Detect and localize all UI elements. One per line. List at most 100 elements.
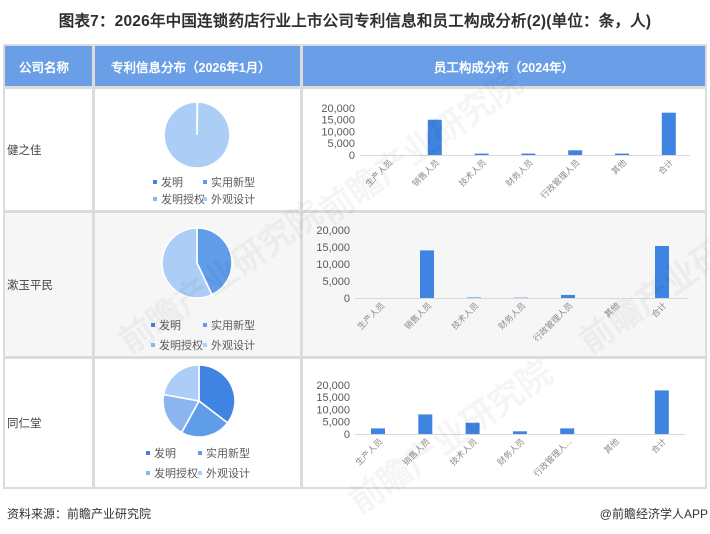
company-name: 同仁堂 (5, 359, 92, 487)
patent-pie-chart (162, 364, 236, 438)
bar-行政管理人员 (561, 294, 575, 298)
company-name: 健之佳 (5, 89, 92, 210)
company-name: 漱玉平民 (5, 213, 92, 356)
legend-marker-icon (146, 471, 150, 475)
bar-技术人员 (467, 297, 481, 298)
legend-label: 实用新型 (211, 177, 255, 189)
pie-slice-发明 (198, 364, 236, 425)
legend-label: 发明 (159, 320, 181, 332)
bar-生产人员 (371, 428, 385, 434)
y-tick-label: 20,000 (316, 225, 350, 237)
y-tick-label: 0 (344, 429, 350, 441)
legend-marker-icon (146, 451, 150, 455)
legend-item: 实用新型 (203, 317, 255, 333)
legend-item: 实用新型 (203, 174, 255, 190)
y-tick-label: 15,000 (321, 115, 355, 127)
legend-marker-icon (203, 343, 207, 347)
bar-财务人员 (512, 431, 527, 434)
bar-财务人员 (521, 153, 536, 155)
legend-marker-icon (153, 180, 157, 184)
x-tick-label: 合计 (649, 436, 668, 455)
legend-item: 发明授权 (151, 337, 203, 353)
bar-技术人员 (474, 153, 489, 155)
legend-label: 发明 (161, 177, 183, 189)
legend-item: 外观设计 (203, 337, 255, 353)
bar-合计 (661, 112, 676, 155)
legend-marker-icon (198, 471, 202, 475)
pie-slice-发明授权 (162, 393, 201, 434)
y-tick-label: 10,000 (321, 126, 355, 138)
legend-marker-icon (198, 451, 202, 455)
legend-label: 外观设计 (211, 194, 255, 206)
y-tick-label: 10,000 (316, 259, 350, 271)
patent-pie-chart (163, 101, 231, 169)
y-tick-label: 15,000 (316, 242, 350, 254)
y-tick-label: 20,000 (321, 103, 355, 115)
legend-item: 外观设计 (198, 465, 250, 481)
legend-label: 外观设计 (211, 340, 255, 352)
legend-label: 发明授权 (159, 340, 203, 352)
legend-marker-icon (151, 323, 155, 327)
x-tick-label: 财务人员 (495, 436, 526, 467)
pie-slice-实用新型 (196, 227, 233, 296)
x-tick-label: 其他 (602, 300, 621, 319)
patent-pie-cell: 发明 实用新型 发明授权 外观设计 (95, 213, 300, 356)
x-tick-label: 行政管理人... (531, 436, 573, 478)
x-tick-label: 生产人员 (353, 436, 384, 467)
bar-销售人员 (418, 414, 433, 434)
x-tick-label: 财务人员 (496, 300, 527, 331)
pie-slice-外观设计 (161, 227, 213, 299)
x-tick-label: 合计 (656, 157, 675, 176)
bar-合计 (655, 245, 669, 298)
x-tick-label: 技术人员 (448, 436, 479, 467)
legend-item: 实用新型 (198, 445, 250, 461)
x-tick-label: 生产人员 (355, 300, 386, 331)
y-tick-label: 5,000 (327, 138, 355, 150)
bar-技术人员 (465, 422, 480, 434)
legend-item: 发明 (146, 445, 176, 461)
patent-pie-chart (161, 227, 233, 299)
bar-行政管理人员 (560, 428, 575, 434)
pie-slice-外观设计 (162, 364, 200, 402)
patent-pie-cell: 发明 实用新型 发明授权 外观设计 (95, 359, 300, 487)
x-tick-label: 其他 (609, 157, 628, 176)
legend-label: 外观设计 (206, 468, 250, 480)
legend-item: 发明授权 (146, 465, 198, 481)
header-company: 公司名称 (5, 46, 92, 86)
x-tick-label: 生产人员 (363, 157, 394, 188)
legend-marker-icon (151, 343, 155, 347)
y-tick-label: 15,000 (316, 392, 350, 404)
x-tick-label: 销售人员 (402, 300, 433, 331)
x-tick-label: 技术人员 (457, 157, 488, 188)
header-employee: 员工构成分布（2024年） (303, 46, 705, 86)
bar-合计 (654, 390, 669, 434)
employee-bar-cell: 20,000 15,000 10,000 5,000 0 生产人员 销售人员 技术人员 财务人员… (303, 89, 705, 210)
x-tick-label: 其他 (602, 436, 621, 455)
y-tick-label: 5,000 (322, 276, 350, 288)
bar-其他 (615, 153, 629, 155)
legend-item: 发明 (153, 174, 183, 190)
patent-pie-cell: 发明 实用新型 发明授权 外观设计 (95, 89, 300, 210)
credit-note: @前瞻经济学人APP (599, 507, 708, 521)
legend-marker-icon (153, 197, 157, 201)
employee-bar-cell: 20,000 15,000 10,000 5,000 0 生产人员 销售人员 技术人员 财务人员… (303, 359, 705, 487)
bar-行政管理人员 (568, 150, 583, 155)
legend-item: 外观设计 (203, 191, 255, 207)
y-tick-label: 0 (344, 293, 350, 305)
employee-bar-cell: 20,000 15,000 10,000 5,000 0 生产人员 销售人员 技术人员 财务人员… (303, 213, 705, 356)
y-tick-label: 20,000 (316, 380, 350, 392)
source-note: 资料来源：前瞻产业研究院 (7, 507, 152, 521)
x-tick-label: 财务人员 (504, 157, 535, 188)
pie-slice-实用新型 (180, 399, 229, 438)
legend-label: 发明授权 (154, 468, 198, 480)
bar-销售人员 (420, 250, 434, 298)
legend-label: 发明授权 (161, 194, 205, 206)
legend-label: 实用新型 (211, 320, 255, 332)
x-tick-label: 销售人员 (410, 157, 441, 188)
y-tick-label: 0 (349, 150, 355, 162)
bar-销售人员 (427, 119, 442, 155)
